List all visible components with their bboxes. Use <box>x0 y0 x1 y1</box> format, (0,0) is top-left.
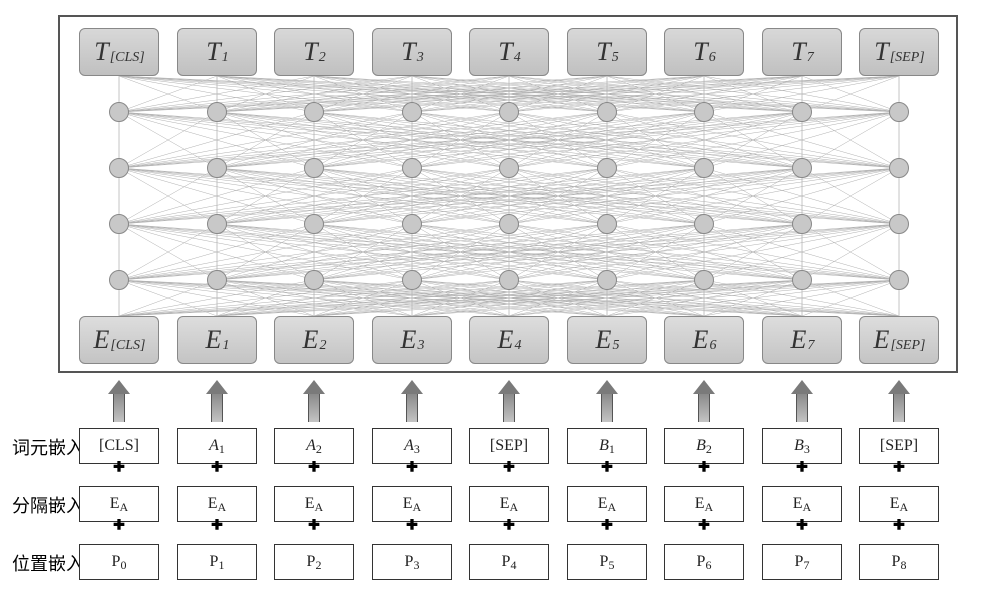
emb-cell-r2-c8: P8 <box>859 544 939 580</box>
input-embed-token-4: E4 <box>469 316 549 364</box>
plus-sep: ✚ <box>503 460 515 477</box>
input-embed-token-1: E1 <box>177 316 257 364</box>
output-token-0: T[CLS] <box>79 28 159 76</box>
input-arrow-8 <box>888 380 910 422</box>
plus-sep: ✚ <box>698 518 710 535</box>
emb-cell-r2-c4: P4 <box>469 544 549 580</box>
diagram-canvas: T[CLS] T1 T2 T3 T4 T5 T6 T7 T[SEP] E[CLS] E1 E2 E3 E4… <box>0 0 1000 591</box>
plus-sep: ✚ <box>211 460 223 477</box>
plus-sep: ✚ <box>406 518 418 535</box>
plus-sep: ✚ <box>601 460 613 477</box>
emb-cell-r2-c2: P2 <box>274 544 354 580</box>
emb-cell-r2-c7: P7 <box>762 544 842 580</box>
output-token-1: T1 <box>177 28 257 76</box>
plus-sep: ✚ <box>601 518 613 535</box>
input-arrow-3 <box>401 380 423 422</box>
plus-sep: ✚ <box>893 460 905 477</box>
emb-cell-r2-c3: P3 <box>372 544 452 580</box>
emb-cell-r2-c6: P6 <box>664 544 744 580</box>
plus-sep: ✚ <box>406 460 418 477</box>
output-token-4: T4 <box>469 28 549 76</box>
plus-sep: ✚ <box>796 518 808 535</box>
emb-cell-r2-c1: P1 <box>177 544 257 580</box>
output-token-8: T[SEP] <box>859 28 939 76</box>
plus-sep: ✚ <box>796 460 808 477</box>
emb-row-label-0: 词元嵌入 <box>4 434 84 460</box>
plus-sep: ✚ <box>113 518 125 535</box>
input-embed-token-8: E[SEP] <box>859 316 939 364</box>
output-token-2: T2 <box>274 28 354 76</box>
input-arrow-1 <box>206 380 228 422</box>
input-arrow-5 <box>596 380 618 422</box>
input-arrow-4 <box>498 380 520 422</box>
plus-sep: ✚ <box>893 518 905 535</box>
plus-sep: ✚ <box>308 518 320 535</box>
plus-sep: ✚ <box>308 460 320 477</box>
plus-sep: ✚ <box>113 460 125 477</box>
input-arrow-2 <box>303 380 325 422</box>
output-token-5: T5 <box>567 28 647 76</box>
input-embed-token-5: E5 <box>567 316 647 364</box>
input-embed-token-0: E[CLS] <box>79 316 159 364</box>
plus-sep: ✚ <box>503 518 515 535</box>
emb-row-label-1: 分隔嵌入 <box>4 492 84 518</box>
output-token-7: T7 <box>762 28 842 76</box>
input-arrow-0 <box>108 380 130 422</box>
output-token-6: T6 <box>664 28 744 76</box>
emb-row-label-2: 位置嵌入 <box>4 550 84 576</box>
input-arrow-7 <box>791 380 813 422</box>
input-embed-token-7: E7 <box>762 316 842 364</box>
output-token-3: T3 <box>372 28 452 76</box>
input-embed-token-2: E2 <box>274 316 354 364</box>
emb-cell-r2-c0: P0 <box>79 544 159 580</box>
plus-sep: ✚ <box>698 460 710 477</box>
input-arrow-6 <box>693 380 715 422</box>
input-embed-token-3: E3 <box>372 316 452 364</box>
plus-sep: ✚ <box>211 518 223 535</box>
input-embed-token-6: E6 <box>664 316 744 364</box>
emb-cell-r2-c5: P5 <box>567 544 647 580</box>
